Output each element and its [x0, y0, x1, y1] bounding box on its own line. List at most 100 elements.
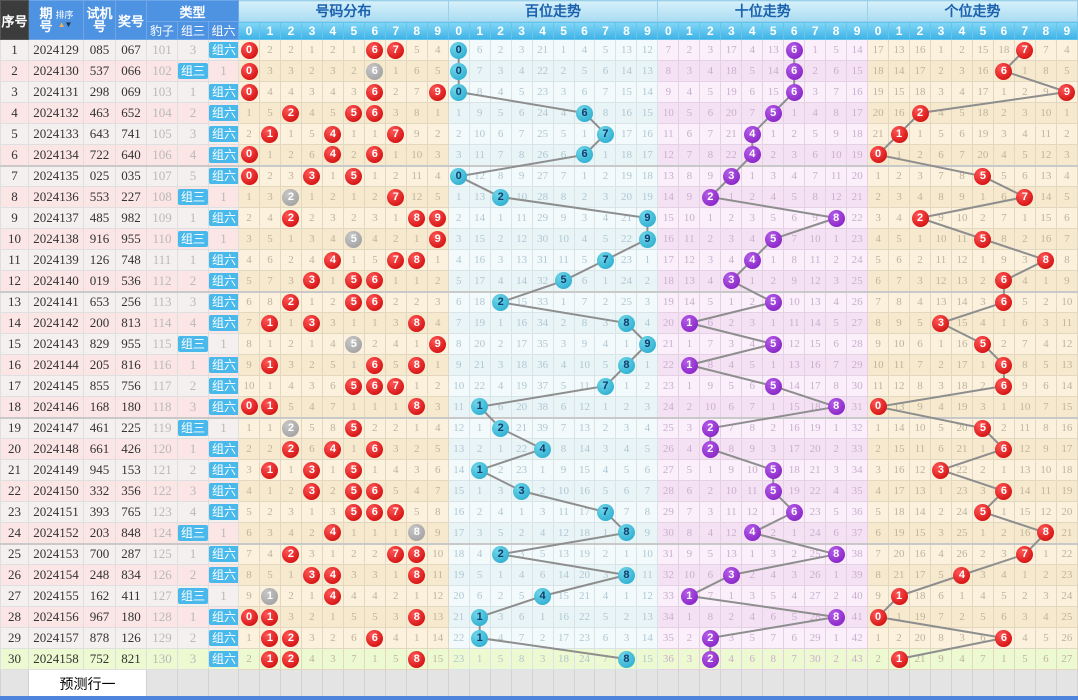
hit-circle: 2 [911, 104, 929, 122]
group3-cell: 1 [177, 249, 209, 271]
tens-cell: 26 [804, 564, 827, 586]
hundreds-cell: 22 [447, 627, 470, 649]
hundreds-cell: 1 [489, 564, 512, 586]
col-header-type: 类型 [145, 0, 240, 22]
hit-circle: 6 [366, 104, 384, 122]
group3-cell: 4 [177, 501, 209, 523]
tens-cell: 7 [678, 501, 701, 523]
hundreds-cell: 5 [489, 102, 512, 124]
footer-cell [909, 669, 931, 699]
hundreds-cell: 4 [552, 102, 575, 124]
hundreds-cell: 7 [594, 501, 617, 523]
tens-cell: 8 [804, 186, 827, 208]
units-cell: 5 [971, 416, 994, 439]
tens-cell: 3 [804, 81, 827, 103]
hundreds-cell: 8 [552, 438, 575, 460]
hit-circle: 4 [953, 566, 971, 584]
tens-cell: 7 [783, 648, 806, 670]
table-row: 7 2024135 025 035 107 5 组六 0 2 3 3 1 5 1 2 11 4 0 12 8 9 27 7 1… [0, 164, 1078, 187]
tens-cell: 8 [825, 542, 848, 565]
hundreds-cell: 8 [615, 564, 638, 586]
hit-circle: 8 [408, 314, 426, 332]
dist-cell: 2 [384, 228, 407, 250]
table-row: 8 2024136 553 227 108 组三 1 1 3 2 1 2 1 2 7 12 5 1 13 2 10 28 8… [0, 186, 1078, 208]
hit-circle: 3 [932, 461, 950, 479]
period-cell: 2024143 [28, 333, 84, 355]
hit-circle: 0 [240, 41, 258, 59]
tens-cell: 5 [741, 627, 764, 649]
hit-circle: 1 [680, 314, 698, 332]
dist-cell: 1 [405, 416, 428, 439]
dist-cell: 5 [405, 501, 428, 523]
dist-cell: 1 [384, 60, 407, 82]
group3-cell: 组三 [177, 416, 209, 439]
hit-circle: 4 [324, 587, 342, 605]
units-cell: 6 [950, 123, 973, 145]
hundreds-cell: 15 [510, 290, 533, 313]
hit-circle: 8 [827, 545, 845, 563]
tens-cell: 12 [783, 333, 806, 355]
hundreds-cell: 4 [489, 270, 512, 292]
dist-cell: 4 [258, 207, 281, 229]
tens-cell: 1 [825, 627, 848, 649]
period-cell: 2024145 [28, 375, 84, 397]
dist-cell: 3 [300, 480, 323, 502]
hundreds-cell: 6 [594, 60, 617, 82]
group6-badge: 组六 [209, 546, 238, 563]
tens-cell: 10 [699, 396, 722, 418]
hundreds-cell: 4 [573, 39, 596, 61]
hit-circle: 7 [596, 503, 614, 521]
units-cell: 15 [1013, 501, 1036, 523]
units-cell: 4 [992, 564, 1015, 586]
dist-cell: 7 [238, 312, 260, 334]
tens-cell: 9 [783, 270, 806, 292]
hit-circle: 8 [617, 314, 635, 332]
tens-cell: 12 [741, 501, 764, 523]
units-cell: 3 [929, 522, 952, 544]
tens-cell: 1 [825, 228, 848, 250]
tens-cell: 19 [783, 480, 806, 502]
tens-cell: 4 [804, 102, 827, 124]
hundreds-cell: 1 [594, 522, 617, 544]
units-cell: 20 [971, 144, 994, 166]
sort-desc-icon[interactable]: ▼ [64, 20, 72, 29]
footer-cell [950, 669, 973, 699]
hundreds-cell: 4 [510, 564, 533, 586]
dist-cell: 2 [279, 416, 302, 439]
period-cell: 2024151 [28, 501, 84, 523]
sort-control[interactable]: 排序 ▲▼ [55, 11, 73, 30]
hundreds-cell: 1 [573, 164, 596, 187]
leopard-count-cell: 122 [146, 480, 178, 502]
sort-asc-icon[interactable]: ▲ [57, 20, 66, 29]
tens-cell: 1 [678, 375, 701, 397]
test-number-cell: 085 [83, 39, 116, 61]
units-cell: 6 [1034, 648, 1057, 670]
period-cell: 2024152 [28, 522, 84, 544]
dist-cell: 3 [384, 438, 407, 460]
group6-badge: 组六 [209, 504, 238, 520]
tens-cell: 1 [678, 354, 701, 376]
tens-cell: 2 [720, 207, 743, 229]
seq-cell: 1 [0, 39, 29, 61]
units-cell: 7 [950, 144, 973, 166]
tens-cell: 18 [783, 459, 806, 481]
tens-cell: 1 [720, 585, 743, 607]
tens-cell: 30 [846, 375, 869, 397]
hundreds-cell: 13 [636, 60, 659, 82]
hundreds-cell: 23 [615, 249, 638, 271]
tens-cell: 12 [804, 270, 827, 292]
dist-cell: 3 [363, 207, 386, 229]
dist-cell: 1 [405, 270, 428, 292]
group3-cell: 3 [177, 123, 209, 145]
tens-cell: 6 [783, 501, 806, 523]
digit-header: 0 [238, 21, 260, 40]
group3-cell: 2 [177, 270, 209, 292]
tens-cell: 2 [699, 186, 722, 208]
units-cell: 11 [909, 438, 931, 460]
dist-cell: 0 [238, 39, 260, 61]
test-number-cell: 945 [83, 459, 116, 481]
units-cell: 16 [888, 102, 911, 124]
tens-cell: 1 [741, 270, 764, 292]
dist-cell: 1 [300, 501, 323, 523]
dist-cell: 7 [384, 39, 407, 61]
